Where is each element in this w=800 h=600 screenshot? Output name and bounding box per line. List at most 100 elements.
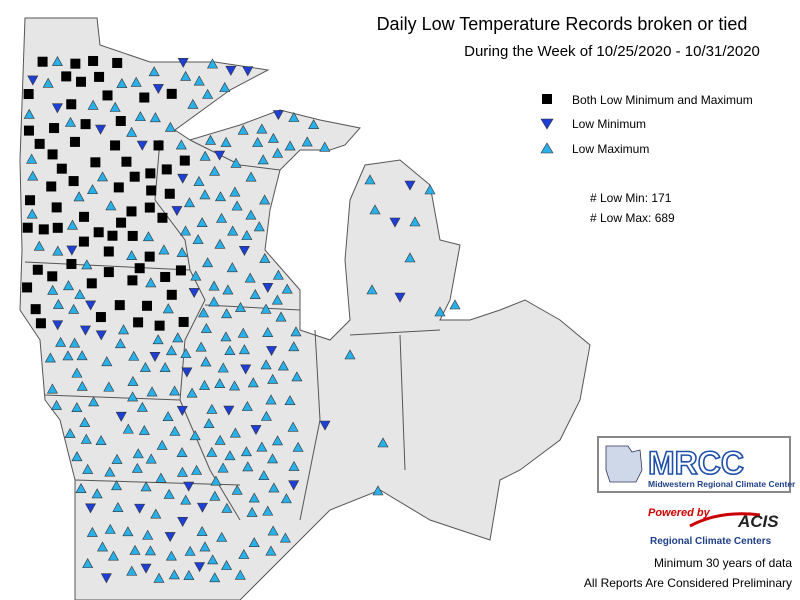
both-station <box>88 55 99 66</box>
low-max-station <box>200 356 212 367</box>
low-max-station <box>193 175 205 186</box>
low-max-station <box>199 541 211 552</box>
both-station <box>116 217 127 228</box>
low-max-station <box>112 502 124 512</box>
low-max-station <box>191 464 203 475</box>
low-max-station <box>240 446 252 457</box>
low-max-station <box>247 377 259 388</box>
low-max-station <box>165 345 177 356</box>
low-min-station <box>85 503 97 514</box>
low-max-station <box>217 462 229 473</box>
both-station <box>160 271 171 282</box>
low-min-station <box>225 65 237 76</box>
acis-name: ACIS <box>737 512 779 531</box>
both-station <box>90 157 101 168</box>
low-max-station <box>71 402 83 413</box>
both-station <box>154 320 165 331</box>
low-max-station <box>226 262 238 273</box>
low-max-station <box>130 76 142 87</box>
low-max-station <box>140 481 152 492</box>
low-max-station <box>142 231 154 242</box>
stations <box>22 55 461 584</box>
low-max-station <box>52 298 64 309</box>
low-max-station <box>180 494 192 505</box>
low-max-station <box>82 558 94 568</box>
low-min-station <box>95 124 107 135</box>
low-max-station <box>55 336 67 347</box>
low-max-station <box>127 375 139 386</box>
both-station <box>35 318 46 329</box>
low-max-station <box>208 280 220 291</box>
low-max-station <box>288 460 300 471</box>
both-station <box>52 222 63 233</box>
both-station <box>23 89 34 100</box>
low-max-station <box>237 327 249 338</box>
low-max-station <box>51 399 63 410</box>
low-max-station <box>131 462 143 473</box>
both-station <box>166 289 177 300</box>
low-max-station <box>126 250 138 261</box>
low-max-station <box>257 154 269 165</box>
both-station <box>107 230 118 241</box>
low-max-station <box>144 545 156 556</box>
low-max-station <box>214 434 226 445</box>
low-max-station <box>284 395 296 405</box>
low-max-station <box>165 550 177 561</box>
low-max-station <box>138 424 150 435</box>
both-station <box>112 57 123 68</box>
low-max-station <box>231 484 243 495</box>
both-station <box>38 224 49 235</box>
low-max-station <box>52 245 64 256</box>
low-max-station <box>229 186 241 197</box>
low-max-station <box>291 371 303 382</box>
low-min-station <box>171 206 183 217</box>
both-station <box>133 317 144 328</box>
low-max-station <box>101 356 113 367</box>
both-station <box>49 123 60 134</box>
low-max-station <box>163 488 175 499</box>
low-max-station <box>234 569 246 580</box>
both-station <box>30 304 41 315</box>
both-station <box>161 164 172 175</box>
low-max-station <box>224 450 236 461</box>
both-station <box>46 181 57 192</box>
low-min-station <box>79 325 91 336</box>
low-min-station <box>85 300 97 311</box>
low-max-station <box>122 423 134 434</box>
low-max-station <box>404 252 416 263</box>
low-max-station <box>229 427 241 438</box>
low-max-station <box>249 289 261 299</box>
low-min-station <box>115 411 127 422</box>
low-max-station <box>234 301 246 312</box>
low-max-station <box>47 284 59 295</box>
both-station <box>164 188 175 199</box>
low-max-station <box>180 348 192 359</box>
both-station <box>68 176 79 187</box>
both-station <box>86 278 97 289</box>
low-max-station <box>44 352 56 363</box>
low-max-station <box>202 257 214 268</box>
count-value: 689 <box>655 211 675 225</box>
low-max-station <box>409 216 421 227</box>
low-max-station <box>221 502 233 513</box>
low-max-station <box>220 136 232 147</box>
low-max-station <box>364 174 376 185</box>
low-max-station <box>246 506 258 517</box>
low-max-station <box>372 485 384 496</box>
low-max-station <box>238 549 250 559</box>
low-max-station <box>287 421 299 432</box>
low-max-station <box>221 308 233 319</box>
low-max-station <box>73 191 85 202</box>
low-max-station <box>192 234 204 245</box>
low-min-station <box>134 503 146 514</box>
low-max-station <box>81 259 93 270</box>
both-station <box>110 140 121 151</box>
low-max-station <box>377 437 389 448</box>
low-max-station <box>111 480 123 491</box>
both-station <box>126 206 137 217</box>
low-max-station <box>253 221 265 232</box>
low-min-station <box>288 480 300 491</box>
low-max-station <box>237 124 249 135</box>
low-min-station <box>95 330 107 341</box>
low-max-station <box>288 111 300 122</box>
